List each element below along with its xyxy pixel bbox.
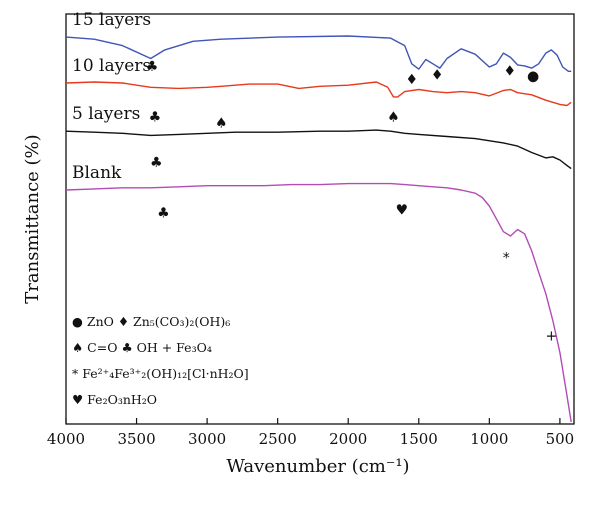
series-labels: 15 layers 10 layers 5 layers Blank (72, 10, 151, 183)
peak-marker-12: + (546, 328, 558, 344)
x-tick-label-4000: 4000 (47, 430, 85, 448)
peak-marker-6: ♠ (215, 116, 228, 132)
x-axis-label: Wavenumber (cm⁻¹) (226, 456, 409, 477)
x-tick-label-500: 500 (546, 430, 575, 448)
peak-markers: ♣ ♦ ♦ ♦ ● ♣ ♠ ♠ ♣ ♣ ♥ * + (146, 59, 557, 344)
x-tick-label-2500: 2500 (259, 430, 297, 448)
legend-entry-1: ♠ C=O ♣ OH + Fe₃O₄ (72, 340, 212, 355)
series-label-0: 15 layers (72, 10, 151, 30)
legend: ● ZnO ♦ Zn₅(CO₃)₂(OH)₆ ♠ C=O ♣ OH + Fe₃O₄… (72, 314, 249, 407)
x-tick-label-1000: 1000 (470, 430, 508, 448)
y-axis-label: Transmittance (%) (22, 134, 43, 303)
x-axis-ticks: 4000 3500 3000 2500 2000 1500 1000 500 (47, 418, 574, 448)
series-group (65, 35, 572, 423)
x-tick-label-3000: 3000 (188, 430, 226, 448)
x-tick-label-3500: 3500 (117, 430, 155, 448)
x-tick-label-2000: 2000 (329, 430, 367, 448)
peak-marker-8: ♣ (150, 155, 163, 171)
peak-marker-5: ♣ (149, 109, 162, 125)
peak-marker-7: ♠ (387, 109, 400, 125)
peak-marker-4: ● (527, 69, 539, 85)
series-line-1 (65, 81, 572, 107)
peak-marker-11: * (503, 250, 510, 266)
series-line-0 (65, 35, 572, 72)
series-line-2 (65, 129, 572, 170)
peak-marker-3: ♦ (504, 63, 517, 79)
x-tick-label-1500: 1500 (400, 430, 438, 448)
legend-entry-0: ● ZnO ♦ Zn₅(CO₃)₂(OH)₆ (72, 314, 230, 329)
series-label-2: 5 layers (72, 104, 140, 124)
peak-marker-9: ♣ (157, 205, 170, 221)
series-label-3: Blank (72, 163, 122, 183)
peak-marker-2: ♦ (431, 68, 444, 84)
series-label-1: 10 layers (72, 56, 151, 76)
legend-entry-3: ♥ Fe₂O₃nH₂O (72, 392, 157, 407)
plot-frame (65, 13, 575, 425)
series-line-3 (65, 182, 572, 423)
peak-marker-0: ♣ (146, 59, 159, 75)
peak-marker-1: ♦ (405, 72, 418, 88)
peak-marker-10: ♥ (396, 202, 409, 218)
legend-entry-2: * Fe²⁺₄Fe³⁺₂(OH)₁₂[Cl·nH₂O] (72, 366, 249, 381)
